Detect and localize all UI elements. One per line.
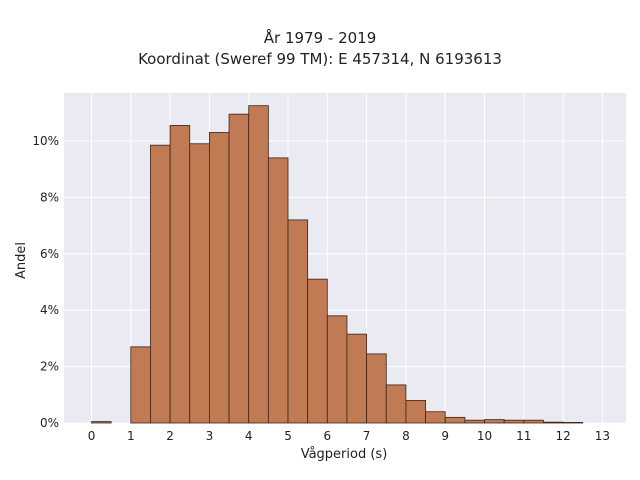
y-tick-label: 4% [40,303,59,317]
histogram-bar [228,113,250,424]
histogram-bar [503,419,525,424]
histogram-bar [189,143,210,424]
x-tick-label: 2 [166,429,174,443]
y-tick-label: 8% [40,190,59,204]
x-tick-label: 10 [477,429,492,443]
histogram-bar [444,416,466,424]
histogram-bar [425,411,446,424]
x-tick-label: 0 [88,429,96,443]
x-tick-label: 12 [555,429,570,443]
y-tick-label: 0% [40,416,59,430]
histogram-bar [267,157,289,424]
x-tick-label: 9 [441,429,449,443]
x-tick-label: 5 [284,429,292,443]
x-tick-label: 7 [363,429,371,443]
histogram-bar [91,421,112,424]
y-tick-label: 2% [40,360,59,374]
histogram-bar [464,419,485,424]
histogram-bar [385,384,407,424]
x-tick-label: 4 [245,429,253,443]
y-tick-label: 10% [32,134,59,148]
histogram-bar [405,400,426,424]
x-tick-label: 13 [595,429,610,443]
chart-title: År 1979 - 2019 [263,29,377,47]
histogram-bar [169,125,191,424]
y-tick-label: 6% [40,247,59,261]
histogram-bar [346,333,368,424]
x-axis-label: Vågperiod (s) [300,447,388,462]
histogram-bar [248,105,269,424]
histogram-bar [130,346,151,424]
histogram-bar [209,132,230,424]
x-tick-label: 8 [402,429,410,443]
x-tick-label: 6 [323,429,331,443]
histogram-bar [366,353,387,424]
x-tick-label: 3 [206,429,214,443]
x-tick-label: 1 [127,429,135,443]
histogram-bar [307,278,328,424]
x-tick-label: 11 [516,429,531,443]
histogram-bar [287,219,309,424]
chart-subtitle: Koordinat (Sweref 99 TM): E 457314, N 61… [138,50,502,68]
histogram-bar [150,144,171,424]
histogram-bar [326,315,348,424]
histogram-bar [484,419,505,424]
histogram-bar [562,422,584,424]
histogram-bar [543,421,564,424]
histogram-bar [523,419,544,424]
